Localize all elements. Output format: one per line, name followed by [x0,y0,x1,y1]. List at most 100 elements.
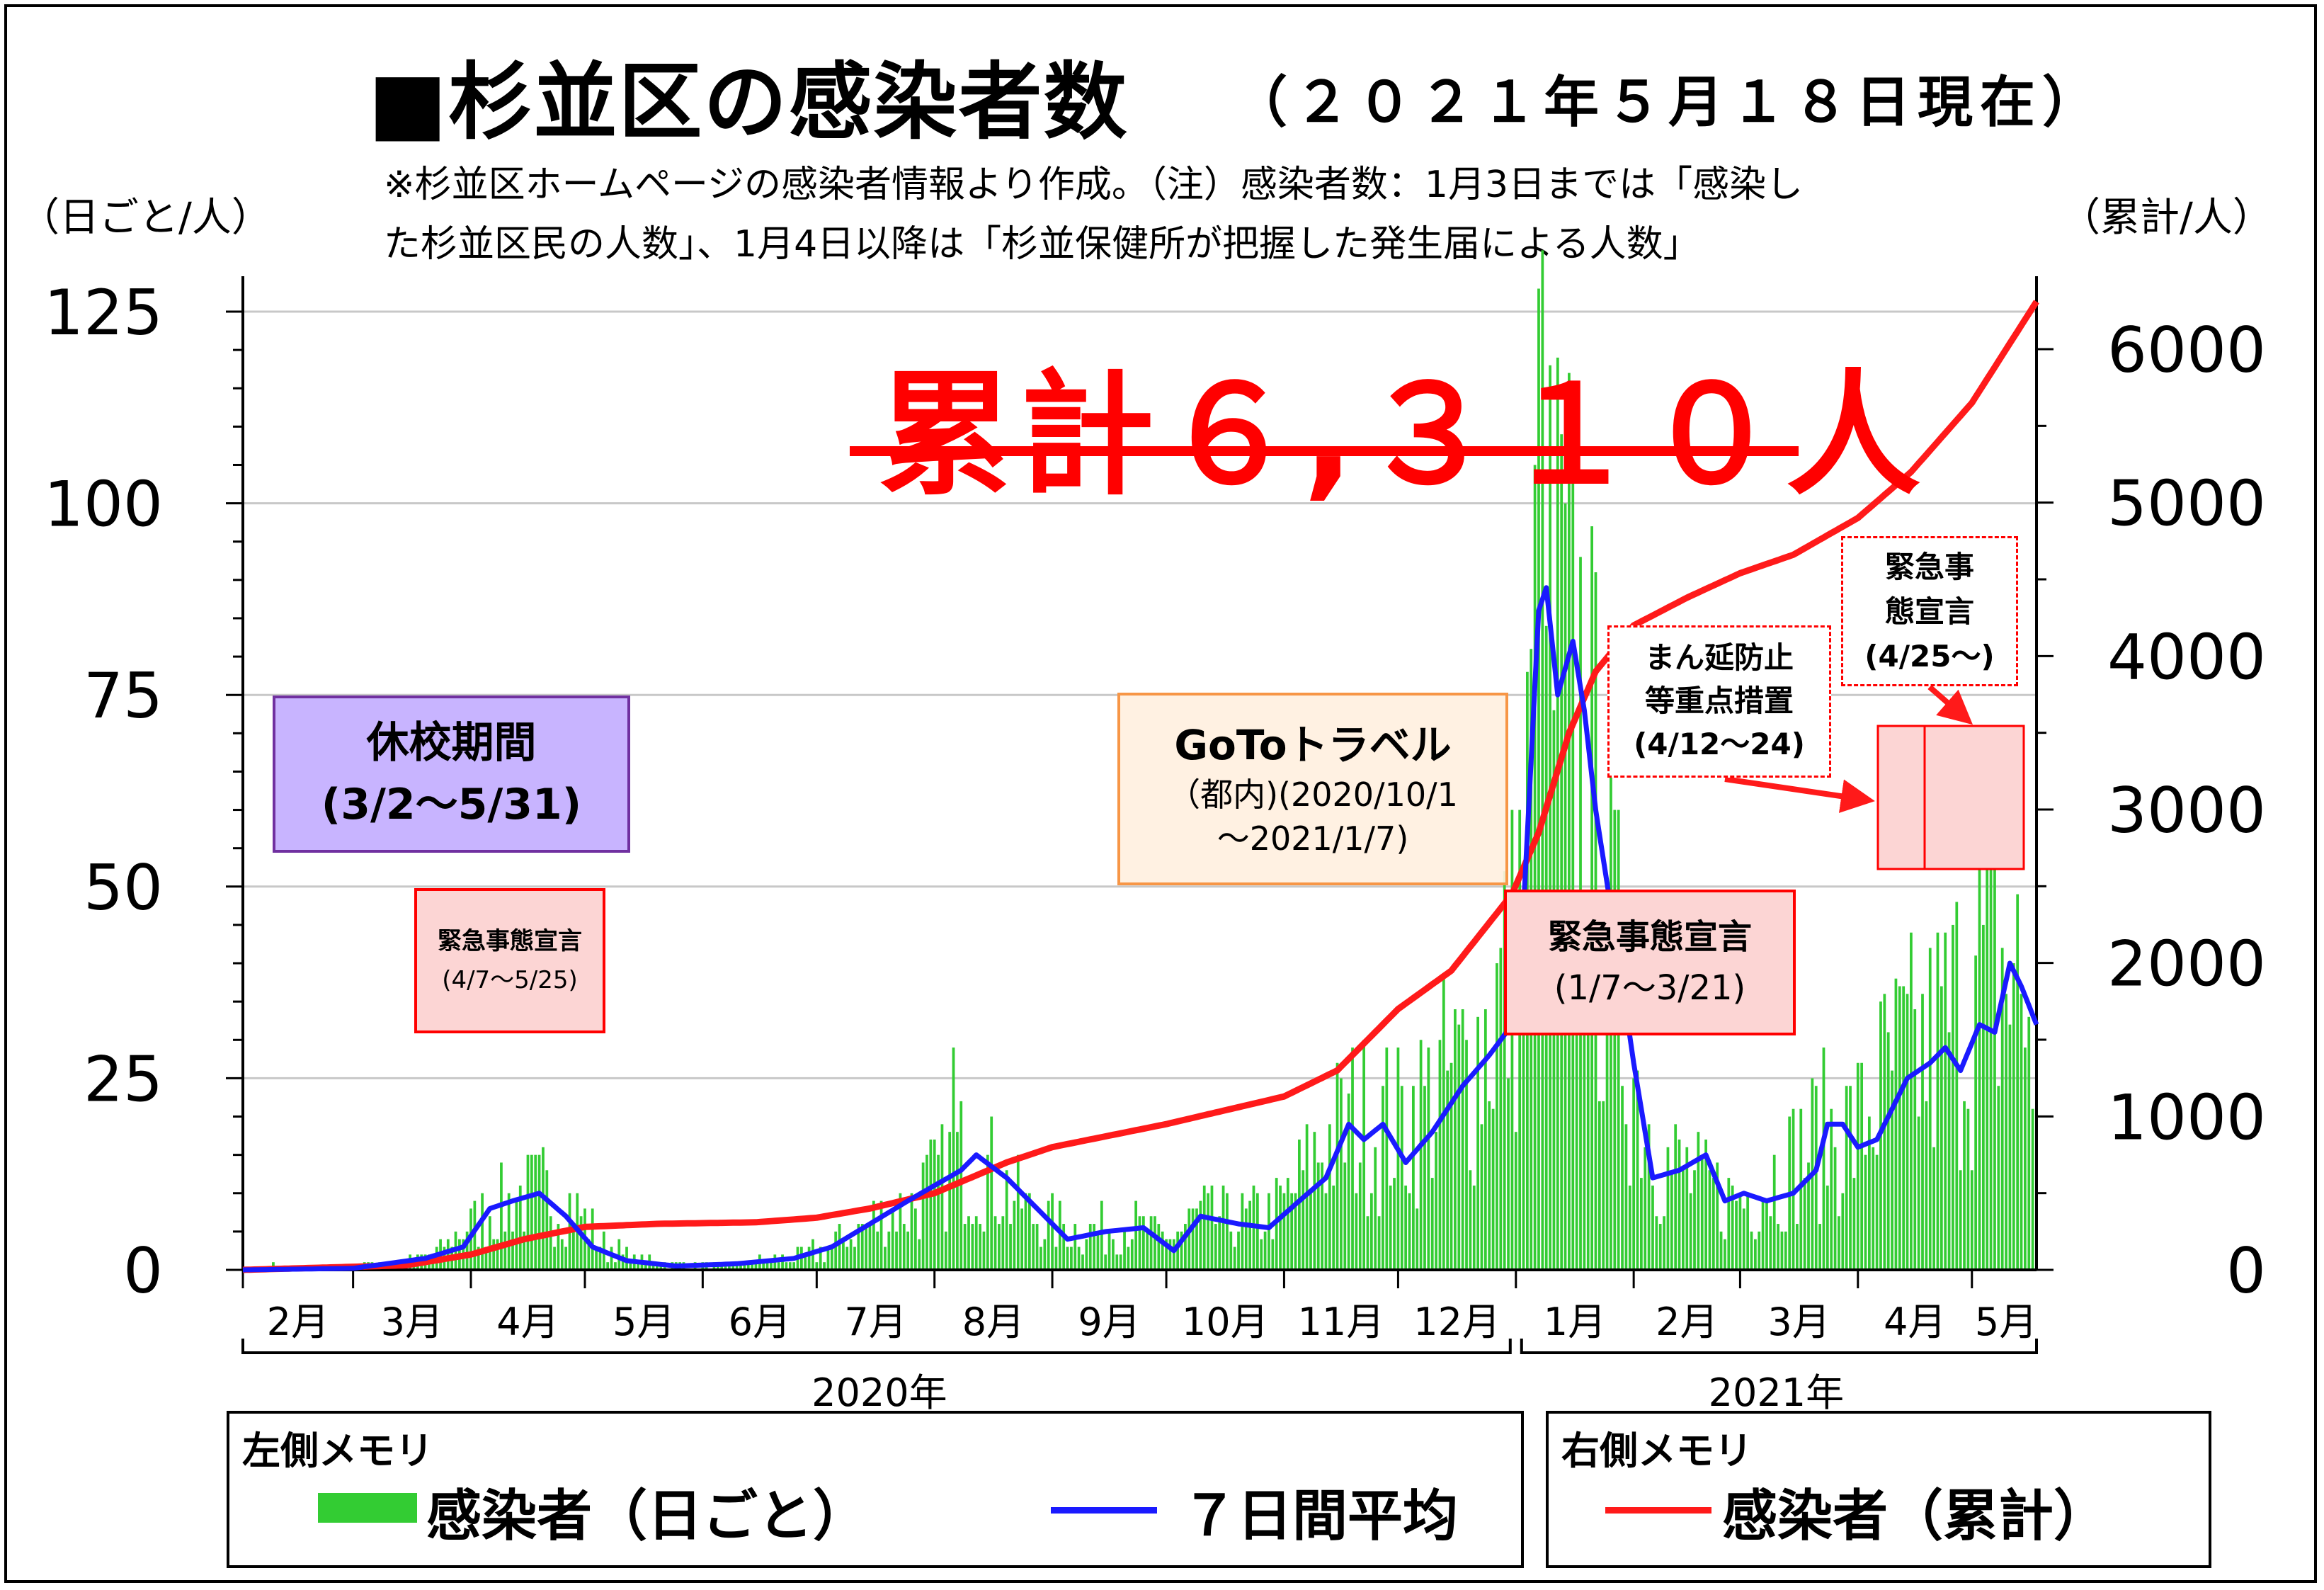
daily-bar [830,1247,833,1270]
daily-bar [1735,1200,1738,1270]
daily-bar [1039,1247,1042,1270]
left-axis-unit: （日ごと/人） [20,195,271,241]
daily-bar [1207,1193,1209,1270]
daily-bar [754,1262,758,1270]
daily-bar [1483,1009,1487,1270]
daily-bar [1396,1047,1400,1270]
title-date: （２０２１年５月１８日現在） [1232,71,2105,135]
daily-bar [1746,1193,1750,1270]
daily-bar [826,1247,830,1270]
legend-right-title: 右側メモリ [1561,1429,1753,1473]
daily-bar [1758,1231,1761,1270]
right-tick-label: 6000 [2107,314,2266,387]
daily-bar [1112,1239,1115,1270]
daily-bar [545,1170,549,1270]
daily-bar [1989,833,1993,1270]
daily-bar [591,1208,594,1270]
daily-bar [1872,1147,1875,1270]
month-label: 10月 [1182,1300,1269,1344]
axis-tick-labels: 0 25 50 75 100 125 0 1000 2000 3000 4000 5000 6000 [44,276,2266,1307]
daily-bar [1438,1040,1442,1270]
daily-bar [1184,1224,1187,1270]
daily-bar [1549,365,1551,1270]
daily-bar [1423,1086,1426,1270]
daily-bar [952,1047,955,1270]
month-label: 8月 [962,1300,1025,1344]
emergency2-period: (1/7～3/21) [1554,968,1746,1008]
daily-bar [918,1239,921,1270]
daily-bar [1366,1216,1369,1270]
daily-bar [1894,978,1898,1270]
cumulative-total-underline [850,446,1799,456]
daily-bar [503,1231,507,1270]
daily-bar [937,1154,940,1270]
daily-bar [1613,810,1617,1270]
daily-bar [2005,994,2007,1270]
daily-bar [1027,1193,1031,1270]
daily-bar [484,1247,488,1270]
daily-bar [1168,1239,1172,1270]
daily-bar [1268,1193,1270,1270]
daily-bar [1093,1224,1095,1270]
daily-bar [617,1239,621,1270]
manen-boshi-box: まん延防止 等重点措置 (4/12～24) [1607,625,1831,778]
daily-bar [891,1208,894,1270]
left-tick-label: 75 [84,659,163,732]
daily-bar [1993,848,1996,1270]
daily-bar [1321,1162,1323,1270]
daily-bar [1385,1047,1389,1270]
daily-bar [1066,1247,1069,1270]
daily-bar [1647,1124,1651,1270]
chart-frame [4,4,2317,1583]
daily-bar [1597,1101,1601,1270]
legend-daily-label: 感染者（日ごと） [426,1484,869,1548]
daily-bar [1491,1108,1495,1270]
daily-bar [1784,1231,1787,1270]
right-tick-label: 1000 [2107,1081,2266,1154]
legend-right: 右側メモリ 感染者（累計） [1546,1411,2211,1568]
daily-bar [1009,1224,1012,1270]
emergency3-box: 緊急事 態宣言 (4/25～) [1841,536,2018,686]
daily-bar [1335,1062,1339,1270]
daily-bar [1867,1116,1871,1270]
daily-bar [1430,1178,1434,1270]
daily-bar [1290,1193,1294,1270]
daily-bar [1024,1193,1027,1270]
legend-avg7-swatch [1051,1507,1157,1514]
daily-bar [1796,1224,1799,1270]
daily-bar [887,1231,891,1270]
daily-bar [1845,1086,1848,1270]
daily-bar [1237,1231,1240,1270]
left-tick-label: 125 [44,276,163,349]
emergency1-period: (4/7～5/25) [442,965,578,994]
daily-bar [963,1224,967,1270]
daily-bar [1005,1170,1008,1270]
daily-bar [1107,1231,1111,1270]
daily-bar [1514,1132,1517,1270]
daily-bar [595,1247,598,1270]
daily-bar [579,1216,583,1270]
daily-bar [849,1239,853,1270]
right-tick-label: 4000 [2107,620,2266,693]
daily-bar [1263,1231,1267,1270]
daily-bar [492,1239,496,1270]
daily-bar [872,1200,875,1270]
daily-bar [1279,1185,1282,1270]
daily-bar [1682,1170,1685,1270]
daily-bar [1214,1224,1217,1270]
daily-bar [1226,1193,1229,1270]
daily-bar [2027,1016,2031,1270]
daily-bar [1917,1116,1920,1270]
daily-bar [1408,1193,1411,1270]
daily-bar [1886,1032,1890,1270]
manen-period: (4/12～24) [1634,726,1805,761]
daily-bar [1199,1200,1202,1270]
daily-bar [914,1208,917,1270]
daily-bar [1062,1224,1066,1270]
daily-bar [2020,994,2023,1270]
daily-bar [1522,917,1525,1270]
daily-bar [1191,1208,1195,1270]
daily-bar [518,1185,522,1270]
left-tick-label: 25 [84,1043,163,1115]
daily-bar [1939,986,1943,1270]
